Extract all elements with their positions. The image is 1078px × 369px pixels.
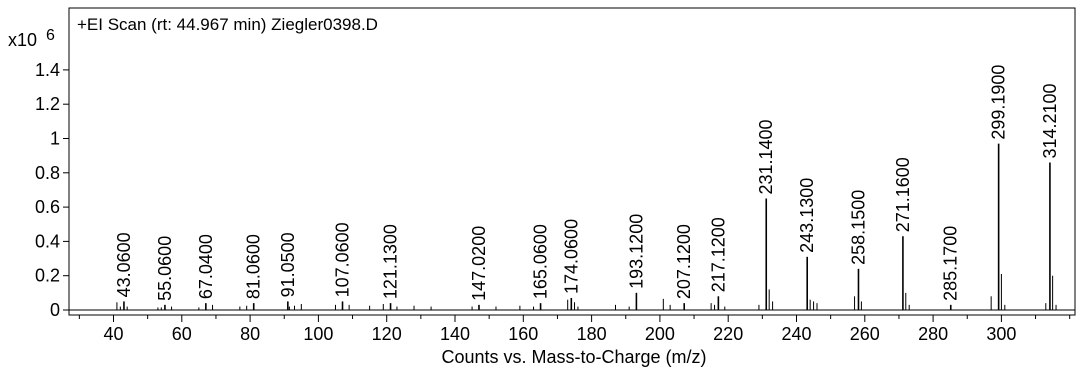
y-tick-label: 1.4 [35,60,60,80]
peak-label: 314.2100 [1040,83,1060,158]
x-axis-label: Counts vs. Mass-to-Charge (m/z) [441,347,706,367]
peak-label: 231.1400 [756,119,776,194]
peak-label: 285.1700 [941,226,961,301]
x-tick-label: 60 [172,324,192,344]
y-exponent-label: x10 6 [8,27,55,50]
peak-label: 165.0600 [531,224,551,299]
y-exponent-power: 6 [46,27,55,44]
y-tick-label: 1.2 [35,94,60,114]
labeled-peaks: 43.0600 55.0600 67.0400 81.0600 91.0500 107.0… [114,65,1060,310]
peak-label: 67.0400 [196,234,216,299]
peak-label: 207.1200 [674,224,694,299]
peak-label: 174.0600 [561,219,581,294]
y-tick-label: 0 [50,300,60,320]
x-tick-label: 300 [986,324,1016,344]
x-tick-label: 40 [103,324,123,344]
x-tick-label: 260 [850,324,880,344]
x-tick-label: 280 [918,324,948,344]
peak-label: 217.1200 [708,217,728,292]
peak-label: 147.0200 [469,226,489,301]
peak-label: 91.0500 [278,232,298,297]
x-tick-label: 140 [440,324,470,344]
x-tick-label: 80 [240,324,260,344]
peak-label: 299.1900 [989,65,1009,140]
y-tick-label: 0.4 [35,231,60,251]
y-tick-label: 0.2 [35,266,60,286]
peak-label: 243.1300 [797,178,817,253]
y-axis: 0 0.2 0.4 0.6 0.8 1 1.2 1.4 [35,60,69,320]
x-tick-label: 160 [508,324,538,344]
peak-label: 193.1200 [626,214,646,289]
peak-label: 271.1600 [893,157,913,232]
x-tick-label: 200 [645,324,675,344]
peak-label: 43.0600 [114,232,134,297]
x-tick-label: 220 [713,324,743,344]
minor-peaks [116,273,1057,310]
x-tick-label: 240 [781,324,811,344]
peak-label: 121.1300 [381,224,401,299]
plot-frame [68,7,1076,316]
y-tick-label: 0.6 [35,197,60,217]
chart-title: +EI Scan (rt: 44.967 min) Ziegler0398.D [77,15,378,34]
x-tick-label: 100 [303,324,333,344]
y-tick-label: 1 [50,129,60,149]
x-tick-label: 120 [372,324,402,344]
y-tick-label: 0.8 [35,163,60,183]
peak-label: 107.0600 [333,222,353,297]
x-axis: 40 60 80 100 120 140 160 180 200 220 240 260 280 300 [69,309,1075,344]
peak-label: 258.1500 [848,190,868,265]
x-tick-label: 180 [577,324,607,344]
peak-label: 81.0600 [244,234,264,299]
peak-label: 55.0600 [155,236,175,301]
y-exponent-base: x10 [8,30,37,50]
